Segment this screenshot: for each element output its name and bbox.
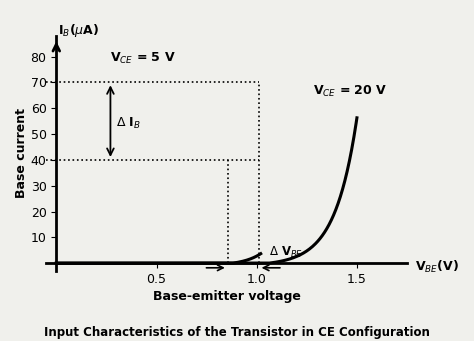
Y-axis label: Base current: Base current [15, 108, 28, 198]
Text: I$_B$($\mu$A): I$_B$($\mu$A) [58, 21, 100, 39]
Text: Input Characteristics of the Transistor in CE Configuration: Input Characteristics of the Transistor … [44, 326, 430, 339]
Text: V$_{CE}$ = 5 V: V$_{CE}$ = 5 V [110, 51, 176, 66]
Text: $\Delta$ I$_B$: $\Delta$ I$_B$ [117, 116, 142, 131]
X-axis label: Base-emitter voltage: Base-emitter voltage [153, 290, 301, 303]
Text: V$_{CE}$ = 20 V: V$_{CE}$ = 20 V [313, 84, 387, 100]
Text: $\Delta$ V$_{BE}$: $\Delta$ V$_{BE}$ [269, 245, 303, 261]
Text: V$_{BE}$(V): V$_{BE}$(V) [415, 259, 459, 275]
